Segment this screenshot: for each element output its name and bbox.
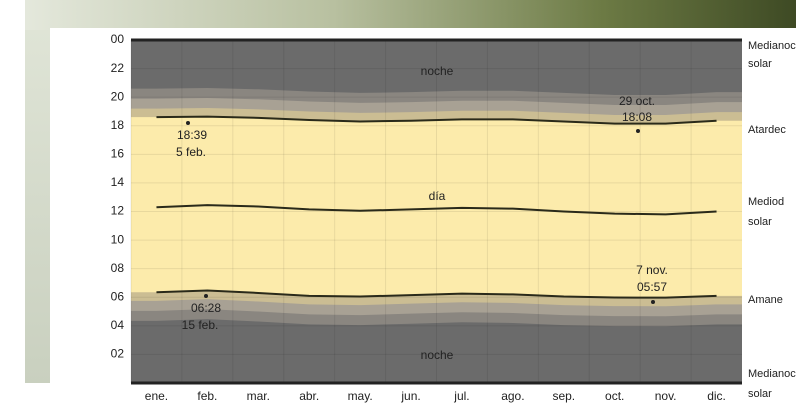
- right-label: Medianoc: [748, 368, 796, 380]
- x-tick-label: jun.: [400, 389, 420, 403]
- x-tick-label: jul.: [453, 389, 469, 403]
- annotation-dot: [636, 129, 640, 133]
- annotation: 06:28: [191, 301, 221, 315]
- x-tick-label: abr.: [299, 389, 319, 403]
- annotation: 7 nov.: [636, 263, 668, 277]
- series-line: [156, 115, 717, 125]
- y-tick-label: 12: [111, 204, 125, 218]
- x-tick-label: ago.: [501, 389, 524, 403]
- y-tick-label: 14: [111, 175, 125, 189]
- annotation-dot: [186, 121, 190, 125]
- annotation: 29 oct.: [619, 94, 655, 108]
- right-label: Mediod: [748, 196, 784, 208]
- annotation-dot: [651, 300, 655, 304]
- annotation: 5 feb.: [176, 145, 206, 159]
- annotation: 18:08: [622, 110, 652, 124]
- annotation: noche: [421, 64, 454, 78]
- x-tick-label: oct.: [605, 389, 624, 403]
- annotation: 15 feb.: [182, 318, 219, 332]
- y-tick-label: 18: [111, 118, 125, 132]
- annotation: día: [429, 189, 446, 203]
- y-tick-label: 22: [111, 61, 125, 75]
- annotation-dot: [204, 294, 208, 298]
- y-tick-label: 08: [111, 261, 125, 275]
- series-line: [156, 204, 717, 216]
- x-tick-label: dic.: [707, 389, 726, 403]
- annotation: 05:57: [637, 280, 667, 294]
- y-tick-label: 06: [111, 289, 125, 303]
- series-line: [156, 289, 717, 299]
- right-label: solar: [748, 388, 772, 400]
- right-label: solar: [748, 216, 772, 228]
- y-tick-label: 00: [111, 32, 125, 46]
- y-tick-label: 04: [111, 318, 125, 332]
- right-label: Amane: [748, 294, 783, 306]
- x-tick-label: sep.: [552, 389, 575, 403]
- x-tick-label: nov.: [655, 389, 677, 403]
- right-label: solar: [748, 58, 772, 70]
- y-tick-label: 10: [111, 232, 125, 246]
- y-tick-label: 20: [111, 89, 125, 103]
- right-label: Atardec: [748, 124, 786, 136]
- y-tick-label: 16: [111, 147, 125, 161]
- x-tick-label: mar.: [247, 389, 270, 403]
- x-tick-label: ene.: [145, 389, 168, 403]
- x-tick-label: may.: [348, 389, 373, 403]
- y-tick-label: 02: [111, 347, 125, 361]
- annotation: 18:39: [177, 128, 207, 142]
- x-tick-label: feb.: [197, 389, 217, 403]
- annotation: noche: [421, 348, 454, 362]
- right-label: Medianoc: [748, 40, 796, 52]
- day-area: [131, 116, 742, 298]
